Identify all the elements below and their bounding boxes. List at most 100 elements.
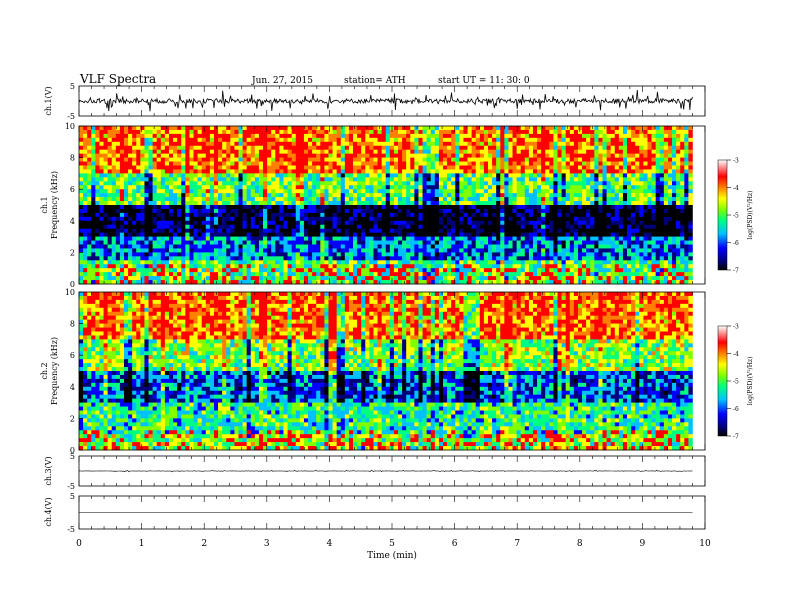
spectrogram-cell	[181, 228, 186, 233]
spectrogram-cell	[475, 149, 481, 154]
spectrogram-cell	[353, 197, 358, 202]
spectrogram-cell	[422, 220, 427, 226]
spectrogram-cell	[258, 224, 264, 229]
spectrogram-cell	[357, 169, 362, 174]
spectrogram-cell	[635, 220, 640, 226]
spectrogram-cell	[136, 193, 141, 198]
spectrogram-cell	[631, 177, 636, 182]
spectrogram-cell	[193, 185, 198, 190]
spectrogram-cell	[680, 165, 685, 170]
spectrogram-cell	[320, 169, 325, 174]
spectrogram-cell	[140, 248, 145, 253]
spectrogram-cell	[438, 129, 444, 135]
spectrogram-cell	[213, 236, 219, 241]
spectrogram-cell	[258, 126, 264, 131]
spectrogram-cell	[258, 240, 264, 245]
spectrogram-cell	[209, 126, 215, 131]
spectrogram-cell	[263, 240, 268, 245]
spectrogram-cell	[140, 181, 145, 186]
spectrogram-cell	[651, 252, 656, 257]
spectrogram-cell	[631, 169, 636, 174]
spectrogram-cell	[357, 153, 362, 158]
spectrogram-cell	[414, 153, 419, 158]
spectrogram-cell	[672, 216, 677, 222]
spectrogram-cell	[209, 169, 215, 174]
spectrogram-cell	[254, 141, 260, 147]
spectrogram-cell	[295, 212, 301, 218]
spectrogram-cell	[475, 189, 481, 194]
spectrogram-cell	[263, 137, 268, 143]
spectrogram-cell	[410, 228, 415, 233]
spectrogram-cell	[402, 177, 407, 182]
spectrogram-cell	[246, 137, 252, 143]
spectrogram-cell	[459, 244, 464, 249]
spectrogram-cell	[254, 149, 260, 154]
spectrogram-cell	[651, 161, 656, 166]
spectrogram-cell	[316, 185, 321, 190]
spectrogram-cell	[594, 145, 599, 150]
spectrogram-cell	[647, 252, 652, 257]
spectrogram-cell	[512, 126, 517, 131]
spectrogram-cell	[541, 141, 546, 147]
spectrogram-cell	[565, 252, 571, 257]
spectrogram-cell	[418, 248, 423, 253]
spectrogram-cell	[181, 240, 186, 245]
spectrogram-cell	[324, 137, 329, 143]
spectrogram-cell	[516, 165, 522, 170]
spectrogram-cell	[635, 181, 640, 186]
spectrogram-cell	[610, 149, 616, 154]
spectrogram-cell	[667, 197, 673, 202]
spectrogram-cell	[87, 145, 92, 150]
spectrogram-cell	[524, 236, 530, 241]
spectrogram-cell	[606, 177, 611, 182]
spectrogram-cell	[676, 201, 681, 206]
spectrogram-cell	[209, 141, 215, 147]
spectrogram-cell	[152, 126, 158, 131]
spectrogram-cell	[635, 197, 640, 202]
spectrogram-cell	[238, 185, 243, 190]
spectrogram-cell	[508, 161, 513, 166]
spectrogram-cell	[443, 161, 448, 166]
spectrogram-cell	[320, 236, 325, 241]
spectrogram-cell	[320, 141, 325, 147]
spectrogram-cell	[115, 145, 121, 150]
spectrogram-cell	[312, 248, 317, 253]
spectrogram-cell	[181, 169, 186, 174]
spectrogram-cell	[344, 228, 350, 233]
spectrogram-cell	[471, 141, 477, 147]
spectrogram-cell	[537, 193, 542, 198]
spectrogram-cell	[128, 189, 133, 194]
spectrogram-cell	[577, 240, 583, 245]
spectrogram-cell	[614, 248, 620, 253]
spectrogram-cell	[684, 145, 689, 150]
spectrogram-cell	[561, 236, 566, 241]
spectrogram-cell	[144, 129, 149, 135]
spectrogram-cell	[177, 240, 182, 245]
spectrogram-cell	[402, 240, 407, 245]
spectrogram-cell	[398, 248, 403, 253]
spectrogram-cell	[672, 141, 677, 147]
spectrogram-cell	[496, 157, 501, 162]
spectrogram-cell	[553, 161, 558, 166]
spectrogram-cell	[577, 232, 583, 237]
spectrogram-cell	[291, 240, 297, 245]
spectrogram-cell	[185, 189, 190, 194]
spectrogram-cell	[643, 149, 648, 154]
spectrogram-cell	[308, 165, 313, 170]
spectrogram-cell	[586, 157, 591, 162]
spectrogram-cell	[115, 208, 121, 214]
spectrogram-cell	[312, 193, 317, 198]
spectrogram-cell	[267, 157, 272, 162]
spectrogram-cell	[275, 197, 280, 202]
spectrogram-cell	[541, 161, 546, 166]
spectrogram-cell	[238, 137, 243, 143]
spectrogram-cell	[483, 145, 489, 150]
spectrogram-cell	[455, 165, 460, 170]
spectrogram-cell	[614, 185, 620, 190]
spectrogram-cell	[659, 212, 665, 218]
spectrogram-cell	[361, 224, 366, 229]
spectrogram-cell	[209, 244, 215, 249]
spectrogram-cell	[602, 232, 607, 237]
spectrogram-cell	[205, 232, 211, 237]
spectrogram-cell	[672, 169, 677, 174]
